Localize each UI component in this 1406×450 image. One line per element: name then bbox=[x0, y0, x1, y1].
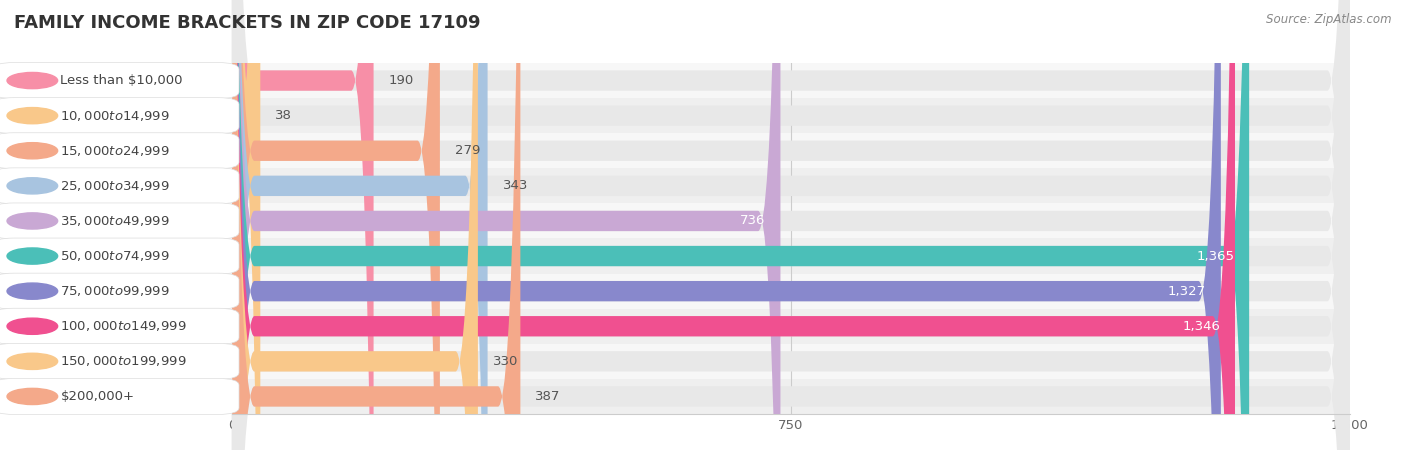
FancyBboxPatch shape bbox=[0, 308, 239, 344]
Text: Source: ZipAtlas.com: Source: ZipAtlas.com bbox=[1267, 14, 1392, 27]
Text: 736: 736 bbox=[740, 215, 765, 227]
Text: $150,000 to $199,999: $150,000 to $199,999 bbox=[60, 354, 187, 369]
Circle shape bbox=[7, 353, 58, 369]
Text: 330: 330 bbox=[494, 355, 519, 368]
Text: $200,000+: $200,000+ bbox=[60, 390, 135, 403]
Text: $50,000 to $74,999: $50,000 to $74,999 bbox=[60, 249, 170, 263]
FancyBboxPatch shape bbox=[232, 0, 1350, 450]
FancyBboxPatch shape bbox=[232, 0, 1350, 450]
Circle shape bbox=[7, 72, 58, 89]
FancyBboxPatch shape bbox=[0, 378, 239, 414]
FancyBboxPatch shape bbox=[232, 0, 1350, 450]
FancyBboxPatch shape bbox=[232, 0, 520, 450]
Circle shape bbox=[7, 388, 58, 405]
Text: 1,365: 1,365 bbox=[1197, 250, 1234, 262]
FancyBboxPatch shape bbox=[0, 238, 239, 274]
Text: $75,000 to $99,999: $75,000 to $99,999 bbox=[60, 284, 170, 298]
Text: 343: 343 bbox=[502, 180, 527, 192]
FancyBboxPatch shape bbox=[232, 133, 1350, 168]
FancyBboxPatch shape bbox=[0, 63, 239, 99]
FancyBboxPatch shape bbox=[232, 0, 1350, 450]
Text: $25,000 to $34,999: $25,000 to $34,999 bbox=[60, 179, 170, 193]
FancyBboxPatch shape bbox=[0, 273, 239, 309]
Circle shape bbox=[7, 318, 58, 334]
FancyBboxPatch shape bbox=[232, 238, 1350, 274]
FancyBboxPatch shape bbox=[232, 0, 1350, 450]
FancyBboxPatch shape bbox=[232, 0, 1249, 450]
Circle shape bbox=[7, 283, 58, 299]
Text: FAMILY INCOME BRACKETS IN ZIP CODE 17109: FAMILY INCOME BRACKETS IN ZIP CODE 17109 bbox=[14, 14, 481, 32]
FancyBboxPatch shape bbox=[232, 0, 1350, 450]
Circle shape bbox=[7, 108, 58, 124]
Text: 38: 38 bbox=[276, 109, 292, 122]
FancyBboxPatch shape bbox=[232, 0, 1350, 450]
Text: 190: 190 bbox=[388, 74, 413, 87]
Text: 1,327: 1,327 bbox=[1168, 285, 1206, 297]
Text: $100,000 to $149,999: $100,000 to $149,999 bbox=[60, 319, 187, 333]
Text: 1,346: 1,346 bbox=[1182, 320, 1220, 333]
FancyBboxPatch shape bbox=[232, 0, 1220, 450]
FancyBboxPatch shape bbox=[232, 0, 488, 450]
FancyBboxPatch shape bbox=[232, 379, 1350, 414]
Text: $15,000 to $24,999: $15,000 to $24,999 bbox=[60, 144, 170, 158]
Text: $10,000 to $14,999: $10,000 to $14,999 bbox=[60, 108, 170, 123]
FancyBboxPatch shape bbox=[232, 309, 1350, 344]
Text: Less than $10,000: Less than $10,000 bbox=[60, 74, 183, 87]
FancyBboxPatch shape bbox=[0, 168, 239, 204]
FancyBboxPatch shape bbox=[232, 98, 1350, 133]
Text: 279: 279 bbox=[454, 144, 481, 157]
FancyBboxPatch shape bbox=[0, 133, 239, 169]
FancyBboxPatch shape bbox=[232, 168, 1350, 203]
Circle shape bbox=[7, 248, 58, 264]
Text: $35,000 to $49,999: $35,000 to $49,999 bbox=[60, 214, 170, 228]
FancyBboxPatch shape bbox=[232, 203, 1350, 238]
FancyBboxPatch shape bbox=[0, 343, 239, 379]
Circle shape bbox=[7, 143, 58, 159]
FancyBboxPatch shape bbox=[232, 0, 780, 450]
FancyBboxPatch shape bbox=[232, 274, 1350, 309]
FancyBboxPatch shape bbox=[232, 0, 260, 450]
FancyBboxPatch shape bbox=[0, 98, 239, 134]
FancyBboxPatch shape bbox=[232, 0, 1234, 450]
Text: 387: 387 bbox=[536, 390, 561, 403]
FancyBboxPatch shape bbox=[232, 344, 1350, 379]
FancyBboxPatch shape bbox=[232, 63, 1350, 98]
FancyBboxPatch shape bbox=[232, 0, 1350, 450]
FancyBboxPatch shape bbox=[0, 203, 239, 239]
FancyBboxPatch shape bbox=[232, 0, 1350, 450]
FancyBboxPatch shape bbox=[232, 0, 374, 450]
Circle shape bbox=[7, 213, 58, 229]
Circle shape bbox=[7, 178, 58, 194]
FancyBboxPatch shape bbox=[232, 0, 440, 450]
FancyBboxPatch shape bbox=[232, 0, 478, 450]
FancyBboxPatch shape bbox=[232, 0, 1350, 450]
